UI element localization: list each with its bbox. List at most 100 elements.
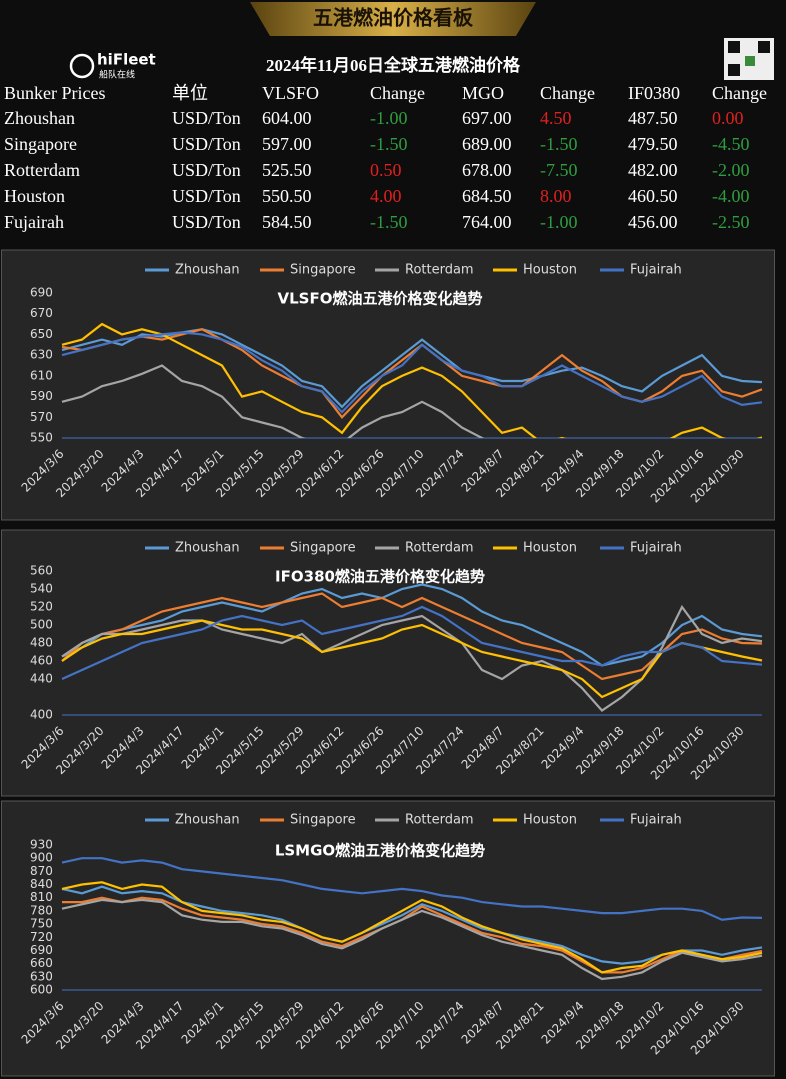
series-line bbox=[61, 322, 763, 438]
cell: USD/Ton bbox=[172, 108, 241, 128]
cell: 0.50 bbox=[370, 160, 402, 180]
price: 764.00 bbox=[462, 212, 512, 232]
column-header: Change bbox=[370, 83, 425, 103]
cell: 8.00 bbox=[540, 186, 572, 206]
column-header: IF0380 bbox=[628, 83, 680, 103]
logo: hiFleet bbox=[97, 51, 156, 69]
y-tick-label: 780 bbox=[30, 903, 53, 917]
port-name: Singapore bbox=[4, 134, 77, 154]
y-tick-label: 520 bbox=[30, 600, 53, 614]
y-tick-label: 600 bbox=[30, 983, 53, 997]
header-banner bbox=[250, 2, 536, 36]
series-line bbox=[61, 583, 763, 667]
y-tick-label: 660 bbox=[30, 956, 53, 970]
price: 460.50 bbox=[628, 186, 678, 206]
logo-icon bbox=[69, 53, 95, 79]
y-tick-label: 750 bbox=[30, 917, 53, 931]
price: 678.00 bbox=[462, 160, 512, 180]
column-header: Change bbox=[712, 83, 767, 103]
series-line bbox=[61, 592, 763, 681]
header-title: 五港燃油价格看板 bbox=[313, 6, 474, 30]
price: 482.00 bbox=[628, 160, 678, 180]
y-tick-label: 840 bbox=[30, 877, 53, 891]
y-tick-label: 550 bbox=[30, 431, 53, 445]
cell: 4.50 bbox=[540, 108, 572, 128]
legend-label: Singapore bbox=[290, 813, 356, 828]
y-tick-label: 460 bbox=[30, 654, 53, 668]
cell: -2.50 bbox=[712, 212, 750, 232]
y-tick-label: 650 bbox=[30, 327, 53, 341]
port-name: Houston bbox=[4, 186, 65, 206]
price: 689.00 bbox=[462, 134, 512, 154]
y-tick-label: 810 bbox=[30, 890, 53, 904]
legend-label: Zhoushan bbox=[175, 813, 240, 828]
chart-panel bbox=[1, 529, 775, 797]
logo-subtitle: 船队在线 bbox=[99, 69, 135, 81]
y-tick-label: 610 bbox=[30, 368, 53, 382]
chart-title: LSMGO燃油五港价格变化趋势 bbox=[275, 842, 485, 860]
table-subtitle: 2024年11月06日全球五港燃油价格 bbox=[266, 55, 521, 75]
cell: 4.00 bbox=[370, 186, 402, 206]
price: 479.50 bbox=[628, 134, 678, 154]
legend-label: Houston bbox=[523, 813, 577, 828]
chart-panel bbox=[1, 800, 775, 1077]
y-tick-label: 560 bbox=[30, 564, 53, 578]
cell: -1.00 bbox=[540, 212, 578, 232]
y-tick-label: 690 bbox=[30, 943, 53, 957]
legend-label: Zhoushan bbox=[175, 263, 240, 278]
legend-label: Singapore bbox=[290, 541, 356, 556]
qr-code bbox=[728, 41, 740, 53]
y-tick-label: 670 bbox=[30, 306, 53, 320]
legend-label: Rotterdam bbox=[405, 813, 474, 828]
chart-title: IFO380燃油五港价格变化趋势 bbox=[275, 568, 485, 586]
legend-label: Singapore bbox=[290, 263, 356, 278]
cell: USD/Ton bbox=[172, 212, 241, 232]
series-line bbox=[62, 896, 763, 974]
column-header: Change bbox=[540, 83, 595, 103]
cell: -1.50 bbox=[370, 134, 408, 154]
column-header: Bunker Prices bbox=[4, 83, 105, 103]
legend-label: Houston bbox=[523, 541, 577, 556]
y-tick-label: 540 bbox=[30, 582, 53, 596]
cell: -4.50 bbox=[712, 134, 750, 154]
y-tick-label: 440 bbox=[30, 672, 53, 686]
y-tick-label: 720 bbox=[30, 930, 53, 944]
y-tick-label: 900 bbox=[30, 851, 53, 865]
legend-label: Zhoushan bbox=[175, 541, 240, 556]
cell: USD/Ton bbox=[172, 160, 241, 180]
series-line bbox=[61, 605, 763, 681]
column-header: VLSFO bbox=[262, 83, 319, 103]
price: 456.00 bbox=[628, 212, 678, 232]
price: 525.50 bbox=[262, 160, 312, 180]
series-line bbox=[61, 857, 763, 921]
port-name: Fujairah bbox=[4, 212, 64, 232]
y-tick-label: 870 bbox=[30, 864, 53, 878]
y-tick-label: 630 bbox=[30, 348, 53, 362]
price: 487.50 bbox=[628, 108, 678, 128]
price: 697.00 bbox=[462, 108, 512, 128]
chart-title: VLSFO燃油五港价格变化趋势 bbox=[278, 290, 483, 308]
cell: -1.50 bbox=[370, 212, 408, 232]
legend-label: Fujairah bbox=[630, 263, 682, 278]
y-tick-label: 480 bbox=[30, 636, 53, 650]
legend-label: Fujairah bbox=[630, 813, 682, 828]
price: 684.50 bbox=[462, 186, 512, 206]
port-name: Zhoushan bbox=[4, 108, 75, 128]
price: 604.00 bbox=[262, 108, 312, 128]
y-tick-label: 570 bbox=[30, 410, 53, 424]
cell: USD/Ton bbox=[172, 186, 241, 206]
cell: -7.50 bbox=[540, 160, 578, 180]
legend-label: Fujairah bbox=[630, 541, 682, 556]
legend-label: Rotterdam bbox=[405, 263, 474, 278]
cell: 0.00 bbox=[712, 108, 744, 128]
price: 597.00 bbox=[262, 134, 312, 154]
cell: USD/Ton bbox=[172, 134, 241, 154]
series-line bbox=[61, 619, 763, 699]
qr-code bbox=[728, 64, 740, 76]
cell: -1.00 bbox=[370, 108, 408, 128]
column-header: 单位 bbox=[172, 83, 208, 103]
y-tick-label: 590 bbox=[30, 389, 53, 403]
cell: -2.00 bbox=[712, 160, 750, 180]
series-line bbox=[61, 898, 763, 981]
